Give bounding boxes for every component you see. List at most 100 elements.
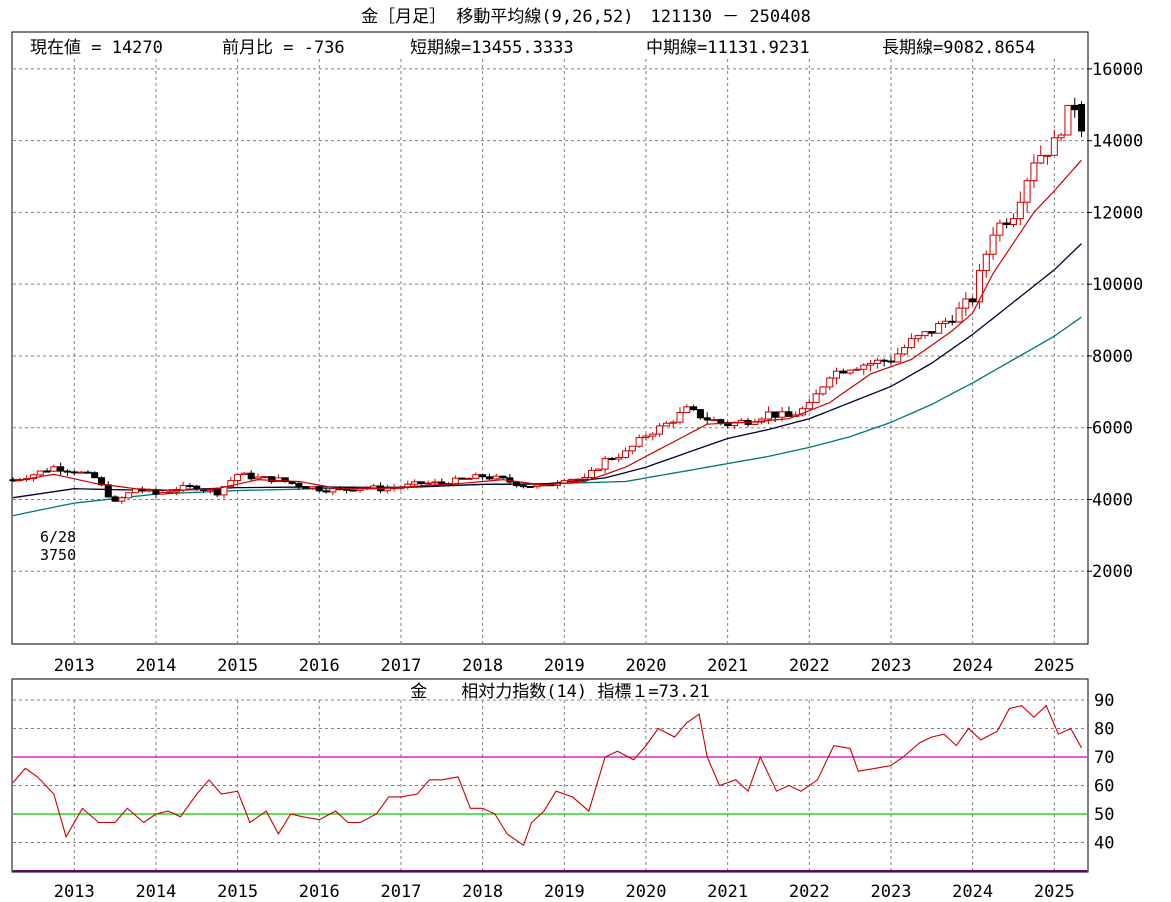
candle-up xyxy=(615,456,623,460)
candle-down xyxy=(785,411,793,417)
candle-down xyxy=(104,484,112,498)
candle-up xyxy=(962,298,970,309)
candle-up xyxy=(77,471,85,474)
candle-up xyxy=(975,270,983,303)
candle-down xyxy=(499,475,507,479)
candle-up xyxy=(36,470,44,476)
candle-up xyxy=(1023,180,1031,203)
main-y-tick-label: 16000 xyxy=(1092,60,1143,80)
low-annotation-value: 3750 xyxy=(40,546,76,564)
candle-up xyxy=(982,253,990,272)
candle-down xyxy=(969,298,977,303)
candle-up xyxy=(996,222,1004,236)
candle-up xyxy=(907,338,915,349)
candle-down xyxy=(9,479,17,482)
main-panel-frame xyxy=(11,31,1089,645)
candle-down xyxy=(97,477,105,486)
candle-up xyxy=(1057,134,1065,139)
main-y-tick-label: 6000 xyxy=(1092,419,1133,439)
candle-down xyxy=(302,486,310,489)
candle-up xyxy=(846,369,854,374)
candle-up xyxy=(805,401,813,410)
candle-down xyxy=(349,489,357,492)
candle-up xyxy=(860,364,868,370)
candle-up xyxy=(669,421,677,424)
main-x-tick-label: 2019 xyxy=(544,656,585,676)
rsi-x-tick-label: 2013 xyxy=(54,882,95,902)
month-change-label: 前月比 = -736 xyxy=(222,38,345,58)
main-x-axis: 2013 2014 2015 2016 2017 2018 2019 2020 2021 2022… xyxy=(54,656,1075,676)
candle-up xyxy=(594,468,602,472)
main-x-tick-label: 2014 xyxy=(135,656,176,676)
rsi-x-tick-label: 2018 xyxy=(462,882,503,902)
candle-down xyxy=(342,488,350,491)
main-x-tick-label: 2017 xyxy=(380,656,421,676)
candle-down xyxy=(63,470,71,473)
candle-up xyxy=(941,320,949,325)
short-ma-label: 短期線=13455.3333 xyxy=(410,38,574,58)
candle-down xyxy=(91,472,99,479)
main-x-tick-label: 2025 xyxy=(1034,656,1075,676)
rsi-x-tick-label: 2016 xyxy=(299,882,340,902)
candle-up xyxy=(1050,137,1058,156)
candle-down xyxy=(526,485,534,488)
candle-up xyxy=(628,445,636,452)
candle-up xyxy=(472,474,480,479)
candle-up xyxy=(812,393,820,403)
main-x-tick-label: 2024 xyxy=(952,656,993,676)
candle-down xyxy=(1003,222,1011,225)
candle-up xyxy=(166,491,174,494)
candle-up xyxy=(261,476,269,479)
candle-down xyxy=(519,485,527,488)
candle-up xyxy=(649,433,657,437)
candle-up xyxy=(710,419,718,422)
candle-up xyxy=(50,466,58,472)
mid-ma-label: 中期線=11131.9231 xyxy=(646,38,810,58)
rsi-x-tick-label: 2024 xyxy=(952,882,993,902)
rsi-x-tick-label: 2025 xyxy=(1034,882,1075,902)
main-x-tick-label: 2022 xyxy=(789,656,830,676)
candle-up xyxy=(914,335,922,340)
candle-up xyxy=(901,347,909,355)
candle-up xyxy=(683,406,691,414)
candle-up xyxy=(574,478,582,481)
candle-up xyxy=(179,485,187,491)
candle-down xyxy=(696,409,704,419)
rsi-x-tick-label: 2015 xyxy=(217,882,258,902)
candle-up xyxy=(1064,104,1072,136)
rsi-x-tick-label: 2014 xyxy=(135,882,176,902)
main-x-tick-label: 2021 xyxy=(707,656,748,676)
rsi-grid xyxy=(13,699,1087,871)
candle-down xyxy=(479,474,487,478)
candle-down xyxy=(880,359,888,362)
candle-up xyxy=(1030,162,1038,182)
candle-up xyxy=(921,331,929,337)
candle-up xyxy=(635,437,643,447)
candle-up xyxy=(894,353,902,363)
rsi-x-axis: 2013 2014 2015 2016 2017 2018 2019 2020 2021 2022… xyxy=(54,882,1075,902)
candle-down xyxy=(703,417,711,421)
candle-down xyxy=(247,472,255,480)
candle-up xyxy=(826,377,834,388)
candle-up xyxy=(533,484,541,488)
candle-down xyxy=(186,485,194,488)
candle-down xyxy=(295,482,303,488)
candle-up xyxy=(465,477,473,480)
candle-up xyxy=(159,492,167,495)
candle-up xyxy=(1016,201,1024,220)
rsi-lines xyxy=(12,704,1087,872)
candle-up xyxy=(1009,218,1017,225)
candle-up xyxy=(642,435,650,439)
rsi-x-tick-label: 2020 xyxy=(625,882,666,902)
ma-mid-group xyxy=(12,243,1082,499)
candle-up xyxy=(411,481,419,485)
candle-up xyxy=(764,411,772,420)
candle-up xyxy=(601,458,609,470)
candle-up xyxy=(492,475,500,480)
candle-up xyxy=(431,481,439,484)
candle-up xyxy=(622,450,630,458)
candle-down xyxy=(948,320,956,323)
candle-up xyxy=(254,476,262,480)
candle-up xyxy=(370,485,378,489)
